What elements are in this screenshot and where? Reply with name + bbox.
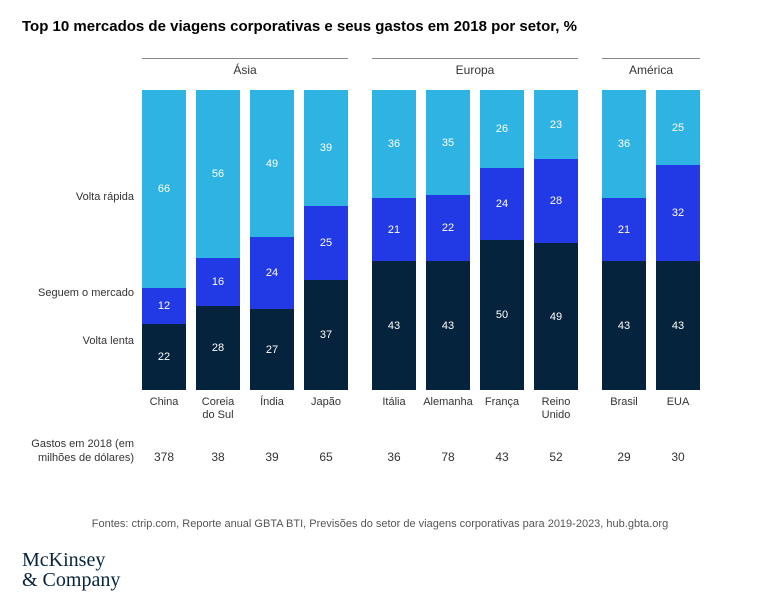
chart-area: Volta rápidaSeguem o mercadoVolta lenta … <box>22 58 738 488</box>
segment-volta-rapida: 49 <box>250 90 294 237</box>
spending-value: 65 <box>304 450 348 464</box>
segment-seguem: 12 <box>142 288 186 324</box>
bar-alemanha: 352243 <box>426 90 470 390</box>
segment-volta-lenta: 27 <box>250 309 294 390</box>
bar-reino-unido: 232849 <box>534 90 578 390</box>
bar-eua: 253243 <box>656 90 700 390</box>
country-label: EUA <box>650 396 706 409</box>
series-label-volta-rapida: Volta rápida <box>22 191 134 203</box>
segment-volta-lenta: 37 <box>304 280 348 390</box>
segment-volta-lenta: 22 <box>142 324 186 390</box>
segment-volta-lenta: 43 <box>656 261 700 390</box>
country-label: Itália <box>366 396 422 409</box>
country-label: Brasil <box>596 396 652 409</box>
segment-volta-lenta: 50 <box>480 240 524 390</box>
segment-volta-rapida: 36 <box>602 90 646 198</box>
segment-volta-lenta: 43 <box>426 261 470 390</box>
mckinsey-logo: McKinsey & Company <box>22 550 120 590</box>
segment-volta-lenta: 28 <box>196 306 240 390</box>
bar-brasil: 362143 <box>602 90 646 390</box>
segment-seguem: 22 <box>426 195 470 261</box>
country-label: Alemanha <box>420 396 476 409</box>
spending-value: 38 <box>196 450 240 464</box>
spending-title: Gastos em 2018 (em milhões de dólares) <box>22 438 142 466</box>
chart-title: Top 10 mercados de viagens corporativas … <box>22 18 577 35</box>
country-label: Japão <box>298 396 354 409</box>
segment-volta-lenta: 43 <box>372 261 416 390</box>
spending-value: 39 <box>250 450 294 464</box>
spending-value: 378 <box>142 450 186 464</box>
bar-japão: 392537 <box>304 90 348 390</box>
bars-region: 6612225616284924273925373621433522432624… <box>142 90 724 390</box>
segment-volta-rapida: 35 <box>426 90 470 195</box>
segment-seguem: 24 <box>250 237 294 309</box>
bar-coreia-do-sul: 561628 <box>196 90 240 390</box>
segment-seguem: 28 <box>534 159 578 243</box>
bar-itália: 362143 <box>372 90 416 390</box>
segment-seguem: 24 <box>480 168 524 240</box>
segment-seguem: 16 <box>196 258 240 306</box>
segment-volta-rapida: 66 <box>142 90 186 288</box>
country-label: Coreiado Sul <box>190 396 246 422</box>
spending-value: 78 <box>426 450 470 464</box>
country-label: França <box>474 396 530 409</box>
source-footnote: Fontes: ctrip.com, Reporte anual GBTA BT… <box>0 518 760 530</box>
country-label: Índia <box>244 396 300 409</box>
series-label-seguem: Seguem o mercado <box>22 287 134 299</box>
logo-line-1: McKinsey <box>22 550 120 570</box>
spending-value: 43 <box>480 450 524 464</box>
segment-seguem: 32 <box>656 165 700 261</box>
segment-volta-rapida: 56 <box>196 90 240 258</box>
segment-seguem: 25 <box>304 206 348 280</box>
segment-seguem: 21 <box>372 198 416 261</box>
spending-value: 30 <box>656 450 700 464</box>
segment-volta-rapida: 25 <box>656 90 700 165</box>
series-axis-labels: Volta rápida Seguem o mercado Volta lenta <box>22 90 142 390</box>
country-label: China <box>136 396 192 409</box>
bar-índia: 492427 <box>250 90 294 390</box>
group-header-europa: Europa <box>372 58 578 80</box>
bar-china: 661222 <box>142 90 186 390</box>
spending-value: 52 <box>534 450 578 464</box>
segment-volta-rapida: 23 <box>534 90 578 159</box>
group-header-américa: América <box>602 58 700 80</box>
spending-value: 36 <box>372 450 416 464</box>
segment-volta-lenta: 43 <box>602 261 646 390</box>
segment-volta-lenta: 49 <box>534 243 578 390</box>
spending-value: 29 <box>602 450 646 464</box>
bar-frança: 262450 <box>480 90 524 390</box>
segment-volta-rapida: 36 <box>372 90 416 198</box>
country-label: ReinoUnido <box>528 396 584 422</box>
segment-seguem: 21 <box>602 198 646 261</box>
logo-line-2: & Company <box>22 570 120 590</box>
group-header-ásia: Ásia <box>142 58 348 80</box>
segment-volta-rapida: 26 <box>480 90 524 168</box>
segment-volta-rapida: 39 <box>304 90 348 206</box>
series-label-volta-lenta: Volta lenta <box>22 335 134 347</box>
